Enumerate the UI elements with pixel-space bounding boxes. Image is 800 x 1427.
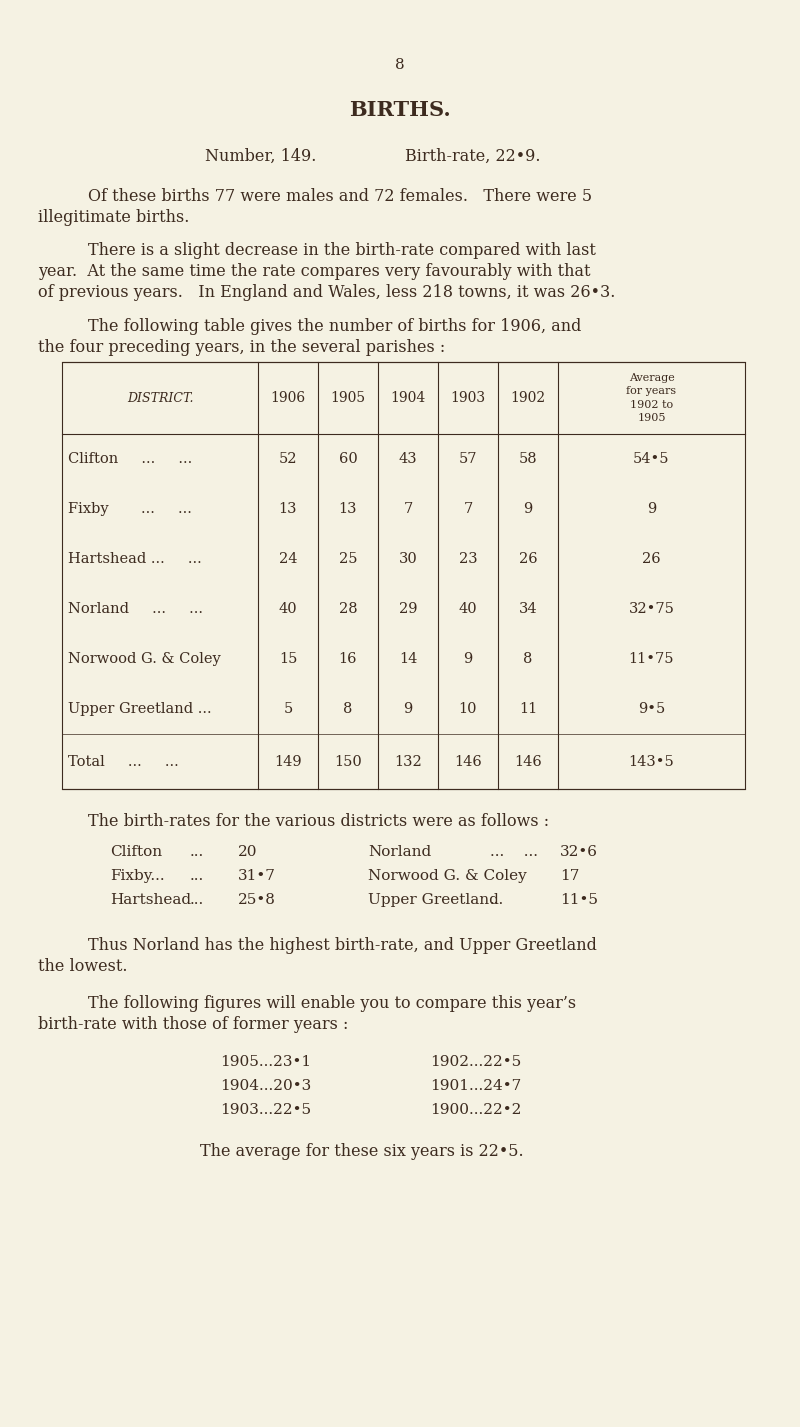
Text: The following figures will enable you to compare this year’s: The following figures will enable you to… bbox=[88, 995, 576, 1012]
Text: 28: 28 bbox=[338, 602, 358, 616]
Text: The birth-rates for the various districts were as follows :: The birth-rates for the various district… bbox=[88, 813, 549, 831]
Text: 23: 23 bbox=[458, 552, 478, 567]
Text: Fixby...: Fixby... bbox=[110, 869, 165, 883]
Text: 1904...20•3: 1904...20•3 bbox=[220, 1079, 311, 1093]
Text: ...: ... bbox=[190, 869, 204, 883]
Text: Number, 149.: Number, 149. bbox=[205, 148, 316, 166]
Text: Average
for years
1902 to
1905: Average for years 1902 to 1905 bbox=[626, 374, 677, 422]
Text: 8: 8 bbox=[395, 59, 405, 71]
Text: 9: 9 bbox=[523, 502, 533, 517]
Text: 8: 8 bbox=[523, 652, 533, 666]
Text: Of these births 77 were males and 72 females.   There were 5: Of these births 77 were males and 72 fem… bbox=[88, 188, 592, 205]
Text: Total     ...     ...: Total ... ... bbox=[68, 755, 178, 769]
Text: 1902: 1902 bbox=[510, 391, 546, 405]
Text: ...    ...: ... ... bbox=[490, 845, 538, 859]
Text: 7: 7 bbox=[463, 502, 473, 517]
Text: 11•75: 11•75 bbox=[629, 652, 674, 666]
Text: 32•75: 32•75 bbox=[629, 602, 674, 616]
Text: 17: 17 bbox=[560, 869, 579, 883]
Text: 54•5: 54•5 bbox=[634, 452, 670, 467]
Text: year.  At the same time the rate compares very favourably with that: year. At the same time the rate compares… bbox=[38, 263, 590, 280]
Text: Norwood G. & Coley: Norwood G. & Coley bbox=[368, 869, 526, 883]
Text: 1902...22•5: 1902...22•5 bbox=[430, 1055, 522, 1069]
Text: 9•5: 9•5 bbox=[638, 702, 665, 716]
Text: the lowest.: the lowest. bbox=[38, 958, 127, 975]
Text: birth-rate with those of former years :: birth-rate with those of former years : bbox=[38, 1016, 348, 1033]
Text: 30: 30 bbox=[398, 552, 418, 567]
Bar bbox=[62, 362, 745, 789]
Text: 13: 13 bbox=[278, 502, 298, 517]
Text: 29: 29 bbox=[398, 602, 418, 616]
Text: the four preceding years, in the several parishes :: the four preceding years, in the several… bbox=[38, 340, 446, 355]
Text: Hartshead: Hartshead bbox=[110, 893, 191, 908]
Text: Norland: Norland bbox=[368, 845, 431, 859]
Text: Hartshead ...     ...: Hartshead ... ... bbox=[68, 552, 202, 567]
Text: 1903...22•5: 1903...22•5 bbox=[220, 1103, 311, 1117]
Text: 57: 57 bbox=[458, 452, 478, 467]
Text: of previous years.   In England and Wales, less 218 towns, it was 26•3.: of previous years. In England and Wales,… bbox=[38, 284, 615, 301]
Text: 1901...24•7: 1901...24•7 bbox=[430, 1079, 522, 1093]
Text: The following table gives the number of births for 1906, and: The following table gives the number of … bbox=[88, 318, 582, 335]
Text: 32•6: 32•6 bbox=[560, 845, 598, 859]
Text: 40: 40 bbox=[278, 602, 298, 616]
Text: illegitimate births.: illegitimate births. bbox=[38, 208, 190, 225]
Text: 9: 9 bbox=[463, 652, 473, 666]
Text: 132: 132 bbox=[394, 755, 422, 769]
Text: DISTRICT.: DISTRICT. bbox=[126, 391, 194, 404]
Text: Upper Greetland ...: Upper Greetland ... bbox=[68, 702, 212, 716]
Text: 143•5: 143•5 bbox=[629, 755, 674, 769]
Text: 40: 40 bbox=[458, 602, 478, 616]
Text: 149: 149 bbox=[274, 755, 302, 769]
Text: 1900...22•2: 1900...22•2 bbox=[430, 1103, 522, 1117]
Text: Thus Norland has the highest birth-rate, and Upper Greetland: Thus Norland has the highest birth-rate,… bbox=[88, 938, 597, 955]
Text: 1905: 1905 bbox=[330, 391, 366, 405]
Text: 25•8: 25•8 bbox=[238, 893, 276, 908]
Text: 24: 24 bbox=[278, 552, 298, 567]
Text: Clifton     ...     ...: Clifton ... ... bbox=[68, 452, 192, 467]
Text: 9: 9 bbox=[403, 702, 413, 716]
Text: 7: 7 bbox=[403, 502, 413, 517]
Text: Norwood G. & Coley: Norwood G. & Coley bbox=[68, 652, 221, 666]
Text: The average for these six years is 22•5.: The average for these six years is 22•5. bbox=[200, 1143, 524, 1160]
Text: 25: 25 bbox=[338, 552, 358, 567]
Text: 146: 146 bbox=[514, 755, 542, 769]
Text: 31•7: 31•7 bbox=[238, 869, 276, 883]
Text: ...: ... bbox=[190, 893, 204, 908]
Text: 58: 58 bbox=[518, 452, 538, 467]
Text: There is a slight decrease in the birth-rate compared with last: There is a slight decrease in the birth-… bbox=[88, 243, 596, 258]
Text: 9: 9 bbox=[647, 502, 656, 517]
Text: BIRTHS.: BIRTHS. bbox=[349, 100, 451, 120]
Text: 15: 15 bbox=[279, 652, 297, 666]
Text: 1906: 1906 bbox=[270, 391, 306, 405]
Text: 26: 26 bbox=[642, 552, 661, 567]
Text: Birth-rate, 22•9.: Birth-rate, 22•9. bbox=[405, 148, 541, 166]
Text: 1903: 1903 bbox=[450, 391, 486, 405]
Text: 5: 5 bbox=[283, 702, 293, 716]
Text: 150: 150 bbox=[334, 755, 362, 769]
Text: ...: ... bbox=[490, 893, 504, 908]
Text: 60: 60 bbox=[338, 452, 358, 467]
Text: Norland     ...     ...: Norland ... ... bbox=[68, 602, 203, 616]
Text: 11: 11 bbox=[519, 702, 537, 716]
Text: 20: 20 bbox=[238, 845, 258, 859]
Text: 13: 13 bbox=[338, 502, 358, 517]
Text: 146: 146 bbox=[454, 755, 482, 769]
Text: 1904: 1904 bbox=[390, 391, 426, 405]
Text: Upper Greetland: Upper Greetland bbox=[368, 893, 499, 908]
Text: 34: 34 bbox=[518, 602, 538, 616]
Text: 1905...23•1: 1905...23•1 bbox=[220, 1055, 311, 1069]
Text: ...: ... bbox=[190, 845, 204, 859]
Text: 8: 8 bbox=[343, 702, 353, 716]
Text: 26: 26 bbox=[518, 552, 538, 567]
Text: Fixby       ...     ...: Fixby ... ... bbox=[68, 502, 192, 517]
Text: 43: 43 bbox=[398, 452, 418, 467]
Text: Clifton: Clifton bbox=[110, 845, 162, 859]
Text: 14: 14 bbox=[399, 652, 417, 666]
Text: 16: 16 bbox=[338, 652, 358, 666]
Text: 11•5: 11•5 bbox=[560, 893, 598, 908]
Text: 52: 52 bbox=[278, 452, 298, 467]
Text: 10: 10 bbox=[458, 702, 478, 716]
